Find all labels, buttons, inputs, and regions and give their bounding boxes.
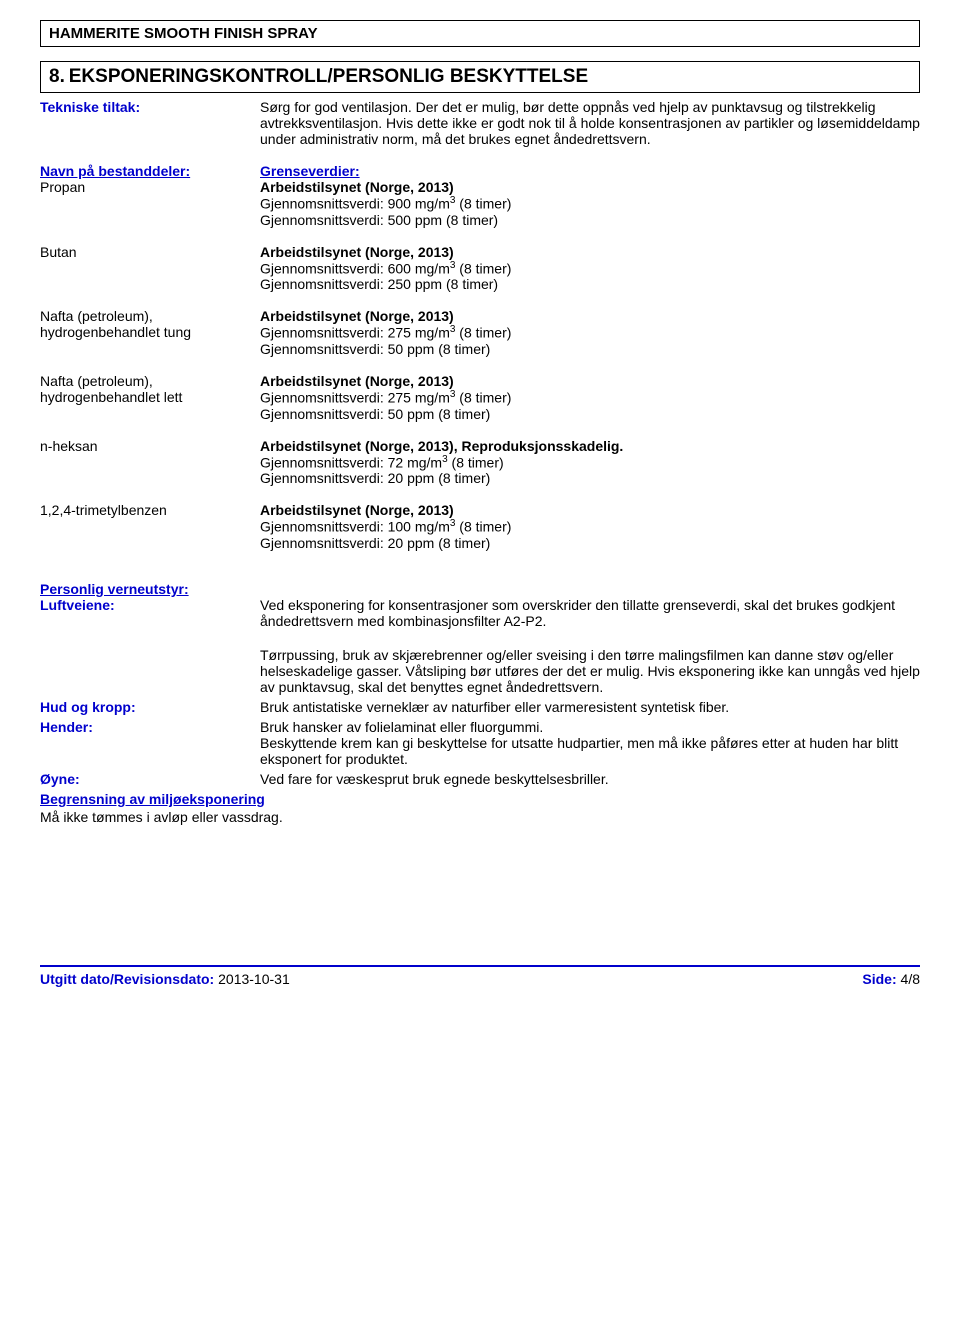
constituent-values: Arbeidstilsynet (Norge, 2013)Gjennomsnit… xyxy=(260,502,920,551)
constituent-source: Arbeidstilsynet (Norge, 2013) xyxy=(260,308,920,324)
constituent-source: Arbeidstilsynet (Norge, 2013) xyxy=(260,373,920,389)
ppe-hender-text2: Beskyttende krem kan gi beskyttelse for … xyxy=(260,735,920,767)
constituent-name: Nafta (petroleum), hydrogenbehandlet tun… xyxy=(40,308,260,357)
constituent-name: Butan xyxy=(40,244,260,293)
ppe-hender-text1: Bruk hansker av folielaminat eller fluor… xyxy=(260,719,920,735)
constituent-value-line: Gjennomsnittsverdi: 250 ppm (8 timer) xyxy=(260,276,920,292)
ppe-oyne-text: Ved fare for væskesprut bruk egnede besk… xyxy=(260,771,920,787)
ppe-luft-row: Luftveiene: Ved eksponering for konsentr… xyxy=(40,597,920,629)
ppe-luft-row2: Tørrpussing, bruk av skjærebrenner og/el… xyxy=(40,647,920,695)
constituent-name: Propan xyxy=(40,179,260,228)
constituent-right-head: Grenseverdier: xyxy=(260,163,920,179)
constituent-name: 1,2,4-trimetylbenzen xyxy=(40,502,260,551)
ppe-hender-row: Hender: Bruk hansker av folielaminat ell… xyxy=(40,719,920,767)
ppe-luft-text1: Ved eksponering for konsentrasjoner som … xyxy=(260,597,920,629)
section-title: EKSPONERINGSKONTROLL/PERSONLIG BESKYTTEL… xyxy=(69,66,588,87)
constituent-value-line: Gjennomsnittsverdi: 275 mg/m3 (8 timer) xyxy=(260,389,920,406)
ppe-hender-value: Bruk hansker av folielaminat eller fluor… xyxy=(260,719,920,767)
ppe-heading: Personlig verneutstyr: xyxy=(40,581,920,597)
section-box: 8. EKSPONERINGSKONTROLL/PERSONLIG BESKYT… xyxy=(40,61,920,93)
footer-page: 4/8 xyxy=(901,971,920,987)
ppe-hender-label: Hender: xyxy=(40,719,260,767)
constituent-value-line: Gjennomsnittsverdi: 600 mg/m3 (8 timer) xyxy=(260,260,920,277)
constituent-values: Arbeidstilsynet (Norge, 2013), Reproduks… xyxy=(260,438,920,487)
constituent-left-head-text: Navn på bestanddeler: xyxy=(40,163,190,179)
constituent-row: n-heksanArbeidstilsynet (Norge, 2013), R… xyxy=(40,438,920,487)
constituent-right-head-text: Grenseverdier: xyxy=(260,163,360,179)
constituent-row: 1,2,4-trimetylbenzenArbeidstilsynet (Nor… xyxy=(40,502,920,551)
ppe-hud-text: Bruk antistatiske verneklær av naturfibe… xyxy=(260,699,920,715)
ppe-luft-label: Luftveiene: xyxy=(40,597,260,629)
product-header-box: HAMMERITE SMOOTH FINISH SPRAY xyxy=(40,20,920,47)
ppe-env-heading: Begrensning av miljøeksponering xyxy=(40,791,920,807)
footer-right-label: Side: xyxy=(862,971,900,987)
constituent-value-line: Gjennomsnittsverdi: 900 mg/m3 (8 timer) xyxy=(260,195,920,212)
constituent-source: Arbeidstilsynet (Norge, 2013) xyxy=(260,502,920,518)
constituent-value-line: Gjennomsnittsverdi: 50 ppm (8 timer) xyxy=(260,406,920,422)
constituent-source: Arbeidstilsynet (Norge, 2013) xyxy=(260,179,920,195)
ppe-oyne-row: Øyne: Ved fare for væskesprut bruk egned… xyxy=(40,771,920,787)
constituent-values: Arbeidstilsynet (Norge, 2013)Gjennomsnit… xyxy=(260,244,920,293)
ppe-heading-text: Personlig verneutstyr: xyxy=(40,581,189,597)
tekniske-row: Tekniske tiltak: Sørg for god ventilasjo… xyxy=(40,99,920,147)
constituent-value-line: Gjennomsnittsverdi: 50 ppm (8 timer) xyxy=(260,341,920,357)
footer-left: Utgitt dato/Revisionsdato: 2013-10-31 xyxy=(40,971,290,987)
constituent-values: Arbeidstilsynet (Norge, 2013)Gjennomsnit… xyxy=(260,308,920,357)
footer-row: Utgitt dato/Revisionsdato: 2013-10-31 Si… xyxy=(40,967,920,987)
constituent-name: Nafta (petroleum), hydrogenbehandlet let… xyxy=(40,373,260,422)
constituent-row: Nafta (petroleum), hydrogenbehandlet tun… xyxy=(40,308,920,357)
constituents-block: Navn på bestanddeler: Grenseverdier: Pro… xyxy=(40,163,920,551)
tekniske-label: Tekniske tiltak: xyxy=(40,99,260,147)
constituent-row: PropanArbeidstilsynet (Norge, 2013)Gjenn… xyxy=(40,179,920,228)
ppe-env-heading-text: Begrensning av miljøeksponering xyxy=(40,791,265,807)
ppe-luft-text2: Tørrpussing, bruk av skjærebrenner og/el… xyxy=(260,647,920,695)
footer-right: Side: 4/8 xyxy=(862,971,920,987)
constituent-row: Nafta (petroleum), hydrogenbehandlet let… xyxy=(40,373,920,422)
constituent-value-line: Gjennomsnittsverdi: 72 mg/m3 (8 timer) xyxy=(260,454,920,471)
constituent-value-line: Gjennomsnittsverdi: 20 ppm (8 timer) xyxy=(260,535,920,551)
constituent-value-line: Gjennomsnittsverdi: 275 mg/m3 (8 timer) xyxy=(260,324,920,341)
constituent-value-line: Gjennomsnittsverdi: 100 mg/m3 (8 timer) xyxy=(260,518,920,535)
ppe-hud-row: Hud og kropp: Bruk antistatiske verneklæ… xyxy=(40,699,920,715)
ppe-env-text: Må ikke tømmes i avløp eller vassdrag. xyxy=(40,809,920,825)
footer-date: 2013-10-31 xyxy=(218,971,290,987)
ppe-hud-label: Hud og kropp: xyxy=(40,699,260,715)
section-number: 8. xyxy=(49,66,65,87)
footer-left-label: Utgitt dato/Revisionsdato: xyxy=(40,971,218,987)
constituent-left-head: Navn på bestanddeler: xyxy=(40,163,260,179)
constituent-source: Arbeidstilsynet (Norge, 2013) xyxy=(260,244,920,260)
ppe-luft-spacer xyxy=(40,647,260,695)
constituent-value-line: Gjennomsnittsverdi: 500 ppm (8 timer) xyxy=(260,212,920,228)
constituent-source: Arbeidstilsynet (Norge, 2013), Reproduks… xyxy=(260,438,920,454)
tekniske-text: Sørg for god ventilasjon. Der det er mul… xyxy=(260,99,920,147)
ppe-oyne-label: Øyne: xyxy=(40,771,260,787)
constituent-values: Arbeidstilsynet (Norge, 2013)Gjennomsnit… xyxy=(260,179,920,228)
constituent-values: Arbeidstilsynet (Norge, 2013)Gjennomsnit… xyxy=(260,373,920,422)
constituent-row: ButanArbeidstilsynet (Norge, 2013)Gjenno… xyxy=(40,244,920,293)
constituent-value-line: Gjennomsnittsverdi: 20 ppm (8 timer) xyxy=(260,470,920,486)
product-name: HAMMERITE SMOOTH FINISH SPRAY xyxy=(49,25,318,42)
constituent-name: n-heksan xyxy=(40,438,260,487)
constituent-header-row: Navn på bestanddeler: Grenseverdier: xyxy=(40,163,920,179)
